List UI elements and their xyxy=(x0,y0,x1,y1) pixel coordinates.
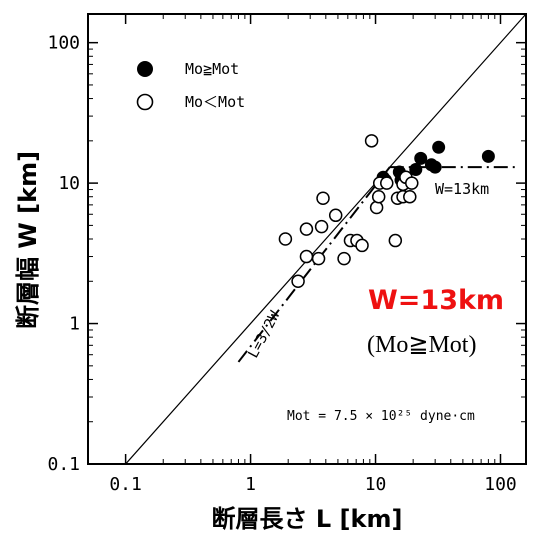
x-tick-label: 0.1 xyxy=(109,474,142,495)
y-tick-label: 100 xyxy=(47,33,80,54)
x-tick-label: 100 xyxy=(484,474,517,495)
point-open xyxy=(380,176,394,190)
identity-line xyxy=(125,14,526,464)
legend-label-filled: Mo≧Mot xyxy=(185,60,239,78)
point-open xyxy=(405,176,419,190)
line-label-l32w: L=3/2W xyxy=(245,308,283,361)
point-open xyxy=(278,232,293,246)
point-filled xyxy=(428,160,442,174)
conclusion-condition: (Mo≧Mot) xyxy=(367,332,476,358)
point-filled xyxy=(481,149,495,163)
point-open xyxy=(337,251,351,266)
l-3-2w-line xyxy=(237,166,391,363)
y-axis-title: 断層幅 W [km] xyxy=(14,151,42,329)
point-open xyxy=(314,219,329,234)
legend-marker-filled xyxy=(137,61,153,77)
point-open xyxy=(371,189,386,204)
point-filled xyxy=(432,140,446,154)
point-filled xyxy=(414,151,428,165)
point-open xyxy=(316,191,330,206)
x-tick-label: 1 xyxy=(245,474,256,495)
point-open xyxy=(328,208,343,223)
point-open xyxy=(364,134,379,148)
point-open xyxy=(299,222,314,236)
point-open xyxy=(388,233,403,248)
y-tick-label: 10 xyxy=(58,173,80,194)
x-tick-label: 10 xyxy=(365,474,387,495)
mot-formula: Mot = 7.5 × 10²⁵ dyne·cm xyxy=(287,409,475,424)
legend-marker-open xyxy=(136,93,154,111)
point-open xyxy=(403,189,417,204)
x-axis-title: 断層長さ L [km] xyxy=(212,505,403,533)
y-tick-label: 1 xyxy=(69,314,80,335)
point-open xyxy=(291,274,305,289)
line-label-w13: W=13km xyxy=(435,180,489,198)
conclusion-value: W=13km xyxy=(368,285,504,316)
point-filled xyxy=(409,163,423,177)
point-open xyxy=(355,238,369,253)
point-open xyxy=(311,251,326,266)
point-open xyxy=(299,249,314,264)
plot-frame xyxy=(87,13,527,465)
point-open xyxy=(369,200,384,215)
y-tick-label: 0.1 xyxy=(47,454,80,475)
legend-label-open: Mo＜Mot xyxy=(185,93,245,111)
